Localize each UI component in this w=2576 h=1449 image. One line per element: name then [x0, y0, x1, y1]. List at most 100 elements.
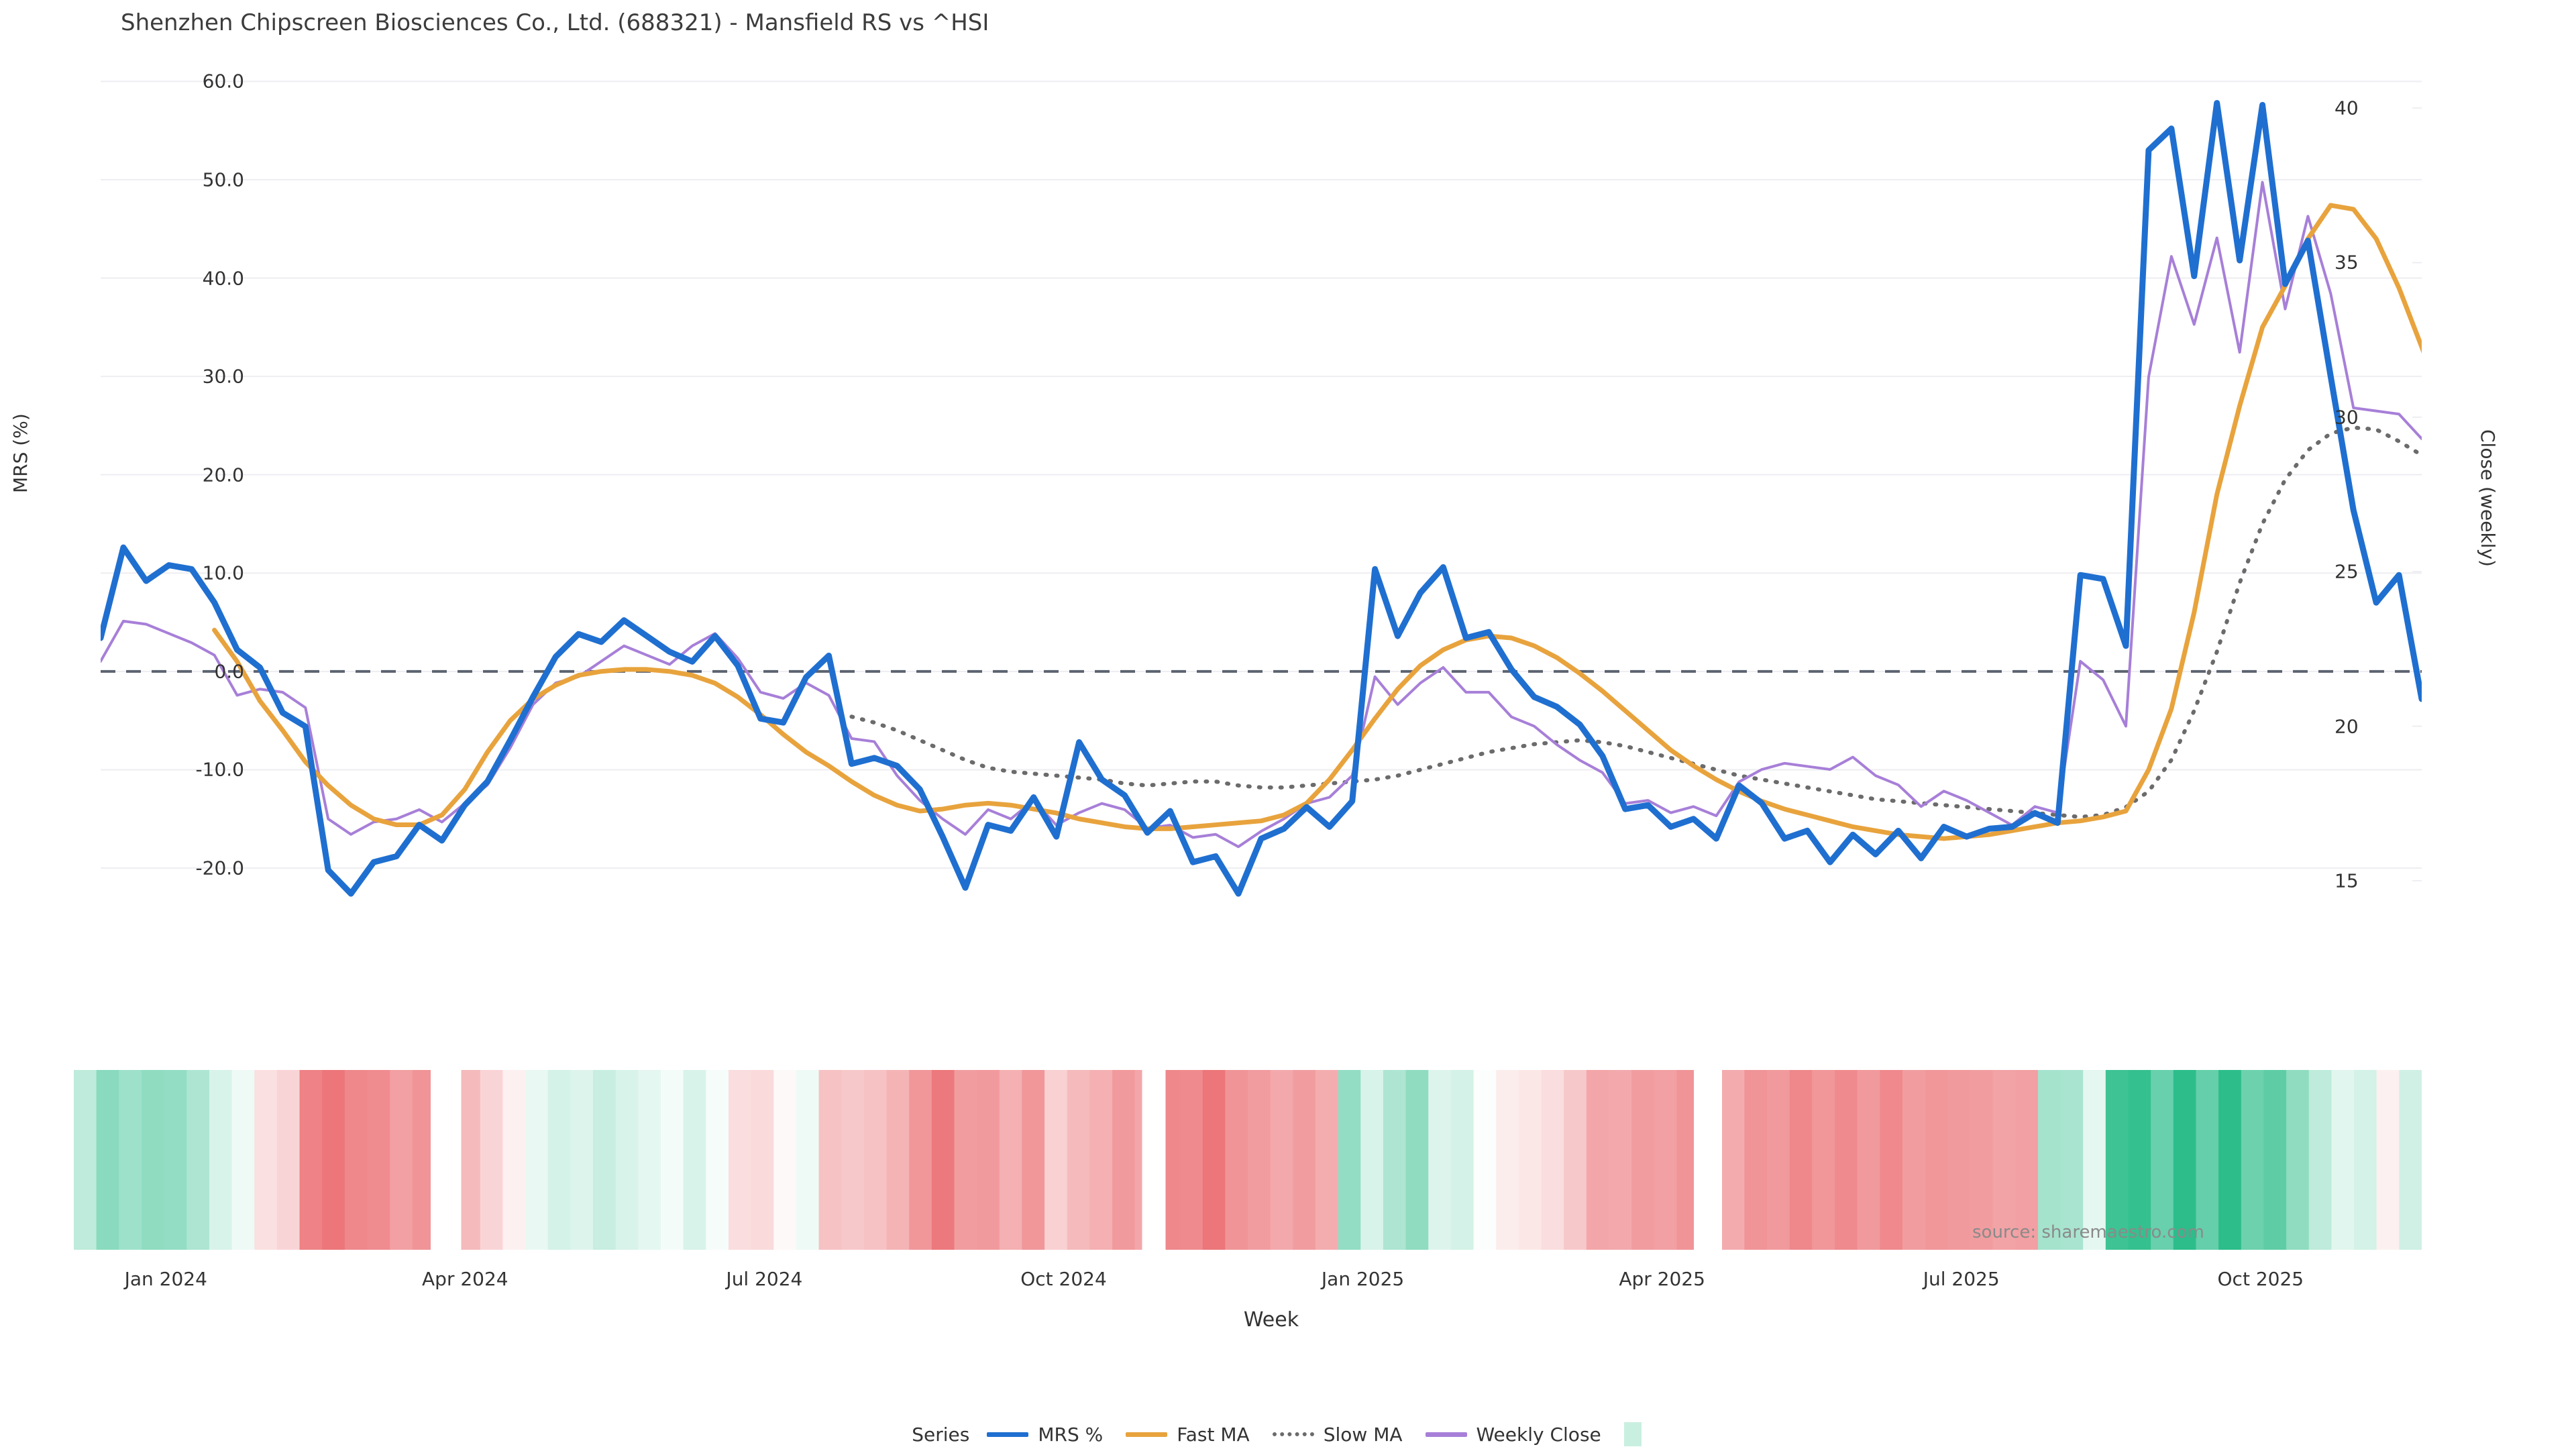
heatmap-cell	[2015, 1070, 2039, 1250]
heatmap-cell	[728, 1070, 752, 1250]
heatmap-cell	[751, 1070, 774, 1250]
legend-item-mrs-pct[interactable]: MRS %	[987, 1424, 1103, 1446]
heatmap-cell	[570, 1070, 594, 1250]
heatmap-cell	[502, 1070, 526, 1250]
heatmap-cell	[1202, 1070, 1226, 1250]
series-line-mrs	[101, 100, 2422, 897]
legend-item-slow-ma[interactable]: Slow MA	[1272, 1424, 1403, 1446]
heatmap-cell	[1947, 1070, 1971, 1250]
heatmap-cell	[1473, 1070, 1497, 1250]
heatmap-cell	[683, 1070, 706, 1250]
legend-item-heatmap-swatch[interactable]	[1623, 1422, 1642, 1446]
heatmap-cell	[2218, 1070, 2242, 1250]
heatmap-cell	[1180, 1070, 1203, 1250]
heatmap-cell	[458, 1070, 481, 1250]
heatmap-cell	[1044, 1070, 1068, 1250]
heatmap-cell	[1721, 1070, 1745, 1250]
heatmap-cell	[2083, 1070, 2106, 1250]
heatmap-cell	[96, 1070, 119, 1250]
heatmap-cell	[1992, 1070, 2016, 1250]
heatmap-cell	[480, 1070, 504, 1250]
heatmap-cell	[1383, 1070, 1407, 1250]
y-tick-left: 40.0	[202, 267, 244, 289]
legend-item-weekly-close[interactable]: Weekly Close	[1425, 1423, 1601, 1446]
legend-swatch-line-icon	[1425, 1432, 1467, 1437]
heatmap-cell	[2308, 1070, 2332, 1250]
y-tick-left: 60.0	[202, 70, 244, 93]
heatmap-cell	[1654, 1070, 1678, 1250]
heatmap-cell	[209, 1070, 233, 1250]
y-tick-left: 50.0	[202, 168, 244, 191]
heatmap-cell	[254, 1070, 278, 1250]
heatmap-cell	[231, 1070, 255, 1250]
legend-item-label: Fast MA	[1177, 1423, 1250, 1446]
heatmap-cell	[2173, 1070, 2197, 1250]
heatmap-cell	[1248, 1070, 1271, 1250]
heatmap-gap	[1142, 1070, 1166, 1250]
heatmap-cell	[2286, 1070, 2310, 1250]
heatmap-cell	[773, 1070, 797, 1250]
heatmap-cell	[1812, 1070, 1835, 1250]
y-tick-left: 10.0	[202, 561, 244, 584]
heatmap-cell	[276, 1070, 301, 1250]
heatmap-cell	[1293, 1070, 1316, 1250]
x-tick-jan-2024: Jan 2024	[124, 1268, 207, 1290]
heatmap-cell	[2376, 1070, 2400, 1250]
heatmap-cell	[841, 1070, 865, 1250]
plot-area	[101, 62, 2422, 927]
y-tick-left: 30.0	[202, 365, 244, 388]
heatmap-cell	[2331, 1070, 2355, 1250]
series-line-weekly-close	[101, 180, 2422, 849]
plot-svg	[101, 80, 2422, 897]
legend-item-label: Weekly Close	[1476, 1423, 1601, 1446]
heatmap-cell	[1496, 1070, 1519, 1250]
heatmap-cell	[1857, 1070, 1880, 1250]
heatmap-cell	[615, 1070, 639, 1250]
series-line-fast-ma	[212, 203, 2422, 841]
page-title: Shenzhen Chipscreen Biosciences Co., Ltd…	[121, 9, 989, 36]
heatmap-cell	[1022, 1070, 1045, 1250]
heatmap-cell	[1112, 1070, 1136, 1250]
heatmap-cell	[1970, 1070, 1994, 1250]
heatmap-cell	[2399, 1070, 2422, 1250]
heatmap-cell	[1315, 1070, 1339, 1250]
y-axis-label-left: MRS (%)	[9, 413, 32, 493]
y-axis-label-right: Close (weekly)	[2477, 429, 2499, 567]
heatmap-cell	[164, 1070, 187, 1250]
heatmap-cell	[299, 1070, 323, 1250]
heatmap-cell	[344, 1070, 368, 1250]
x-axis-label: Week	[1243, 1308, 1299, 1332]
heatmap-cell	[796, 1070, 820, 1250]
legend-swatch-line-icon	[1126, 1432, 1168, 1437]
heatmap-cell	[1541, 1070, 1564, 1250]
source-attribution: source: sharemaestro.com	[1972, 1222, 2204, 1242]
heatmap-cell	[1518, 1070, 1542, 1250]
heatmap-cell	[1767, 1070, 1790, 1250]
heatmap-cell	[661, 1070, 684, 1250]
heatmap-cell	[74, 1070, 97, 1250]
y-tick-right: 30	[2334, 406, 2359, 429]
y-tick-left: 0.0	[214, 660, 244, 683]
heatmap-cell	[931, 1070, 955, 1250]
y-tick-right: 25	[2334, 560, 2359, 583]
heatmap-cell	[954, 1070, 977, 1250]
heatmap-cell	[1270, 1070, 1293, 1250]
heatmap-cell	[2196, 1070, 2219, 1250]
heatmap-cell	[638, 1070, 661, 1250]
legend-item-fast-ma[interactable]: Fast MA	[1126, 1423, 1250, 1446]
legend-swatch-box-icon	[1623, 1422, 1642, 1446]
heatmap-cell	[1609, 1070, 1632, 1250]
heatmap-gap	[1694, 1070, 1722, 1250]
heatmap-cell	[2060, 1070, 2084, 1250]
legend-swatch-line-icon	[987, 1432, 1029, 1437]
y-tick-right: 20	[2334, 715, 2359, 738]
heatmap-cell	[367, 1070, 390, 1250]
heatmap-cell	[1067, 1070, 1091, 1250]
y-tick-left: -10.0	[195, 758, 244, 781]
relative-strength-heatmap	[74, 1070, 2422, 1250]
heatmap-cell	[1450, 1070, 1474, 1250]
heatmap-cell	[1405, 1070, 1429, 1250]
y-tick-left: -20.0	[195, 857, 244, 879]
heatmap-cell	[547, 1070, 571, 1250]
heatmap-cell	[390, 1070, 413, 1250]
